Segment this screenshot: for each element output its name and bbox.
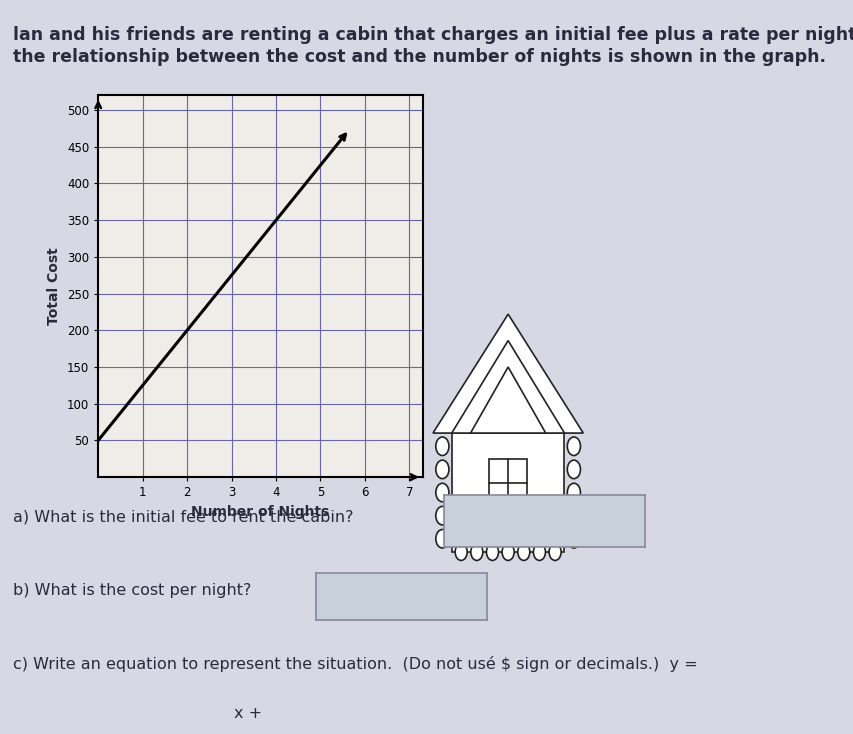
Circle shape [486, 543, 498, 561]
X-axis label: Number of Nights: Number of Nights [191, 505, 329, 519]
Text: x +: x + [234, 706, 261, 721]
Bar [489, 459, 526, 507]
Circle shape [435, 460, 449, 479]
Polygon shape [451, 341, 564, 433]
Text: the relationship between the cost and the number of nights is shown in the graph: the relationship between the cost and th… [13, 48, 825, 66]
Text: lan and his friends are renting a cabin that charges an initial fee plus a rate : lan and his friends are renting a cabin … [13, 26, 853, 44]
Circle shape [435, 506, 449, 525]
Text: c) Write an equation to represent the situation.  (Do not usé $ sign or decimals: c) Write an equation to represent the si… [13, 656, 697, 672]
Circle shape [566, 506, 580, 525]
Circle shape [510, 524, 516, 532]
Polygon shape [470, 367, 545, 433]
Circle shape [548, 543, 560, 561]
Circle shape [566, 483, 580, 502]
Text: a) What is the initial fee to rent the cabin?: a) What is the initial fee to rent the c… [13, 510, 353, 525]
Circle shape [566, 529, 580, 548]
Y-axis label: Total Cost: Total Cost [47, 247, 61, 325]
Circle shape [455, 543, 467, 561]
Circle shape [470, 543, 482, 561]
Circle shape [517, 543, 529, 561]
Circle shape [435, 529, 449, 548]
Circle shape [435, 483, 449, 502]
Circle shape [566, 437, 580, 456]
Circle shape [435, 437, 449, 456]
Circle shape [566, 460, 580, 479]
Circle shape [533, 543, 545, 561]
Text: b) What is the cost per night?: b) What is the cost per night? [13, 584, 251, 598]
Bar [451, 433, 564, 552]
Polygon shape [432, 314, 583, 433]
Circle shape [502, 543, 514, 561]
